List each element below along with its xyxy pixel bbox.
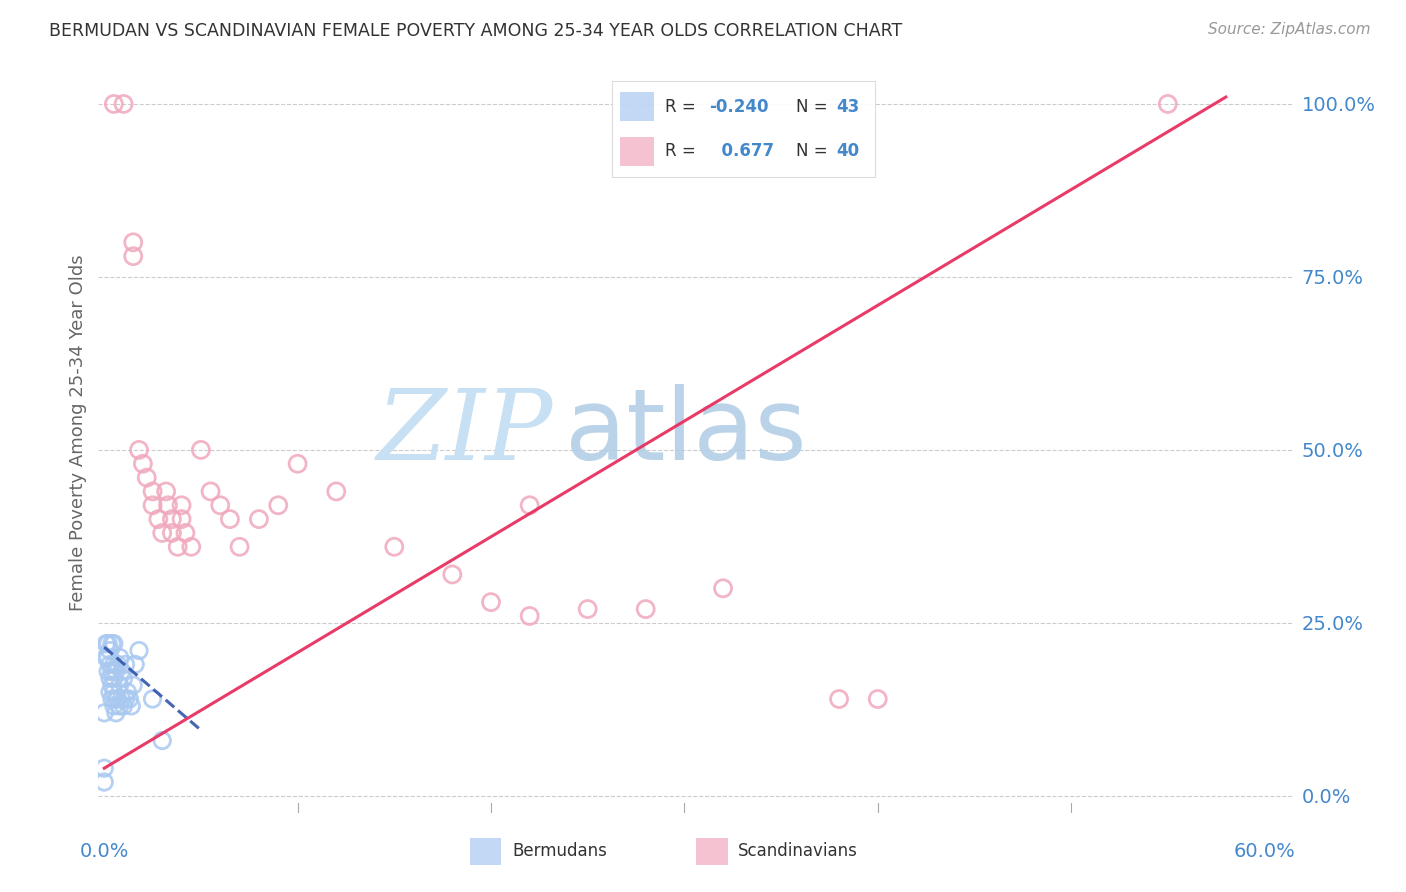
Point [155,484,177,499]
Text: 0.0%: 0.0% [80,842,129,861]
Point [132,457,155,471]
Point [142,484,165,499]
Text: ZIP: ZIP [377,385,553,480]
Point [160,525,183,540]
Point [247,512,270,526]
Point [114,692,136,706]
Point [122,678,145,692]
Point [576,602,599,616]
Point [111,692,134,706]
Point [114,657,136,672]
Point [93,706,115,720]
Point [441,567,464,582]
Point [108,698,131,713]
Point [98,657,121,672]
Point [96,650,118,665]
Point [325,484,347,499]
Point [97,637,120,651]
Text: atlas: atlas [565,384,806,481]
Point [634,602,657,616]
Point [170,512,193,526]
Point [103,657,125,672]
Point [228,540,250,554]
Point [150,733,173,747]
Point [101,678,124,692]
Point [98,685,121,699]
Point [160,512,183,526]
Point [287,457,309,471]
Point [108,678,131,692]
Point [107,657,129,672]
Point [124,657,146,672]
Point [120,698,142,713]
Point [101,637,124,651]
Point [97,665,120,679]
Point [104,706,127,720]
Point [96,637,118,651]
Point [519,498,541,512]
Point [200,484,222,499]
Point [112,698,135,713]
Point [866,692,889,706]
Point [103,698,125,713]
Point [157,498,180,512]
Text: BERMUDAN VS SCANDINAVIAN FEMALE POVERTY AMONG 25-34 YEAR OLDS CORRELATION CHART: BERMUDAN VS SCANDINAVIAN FEMALE POVERTY … [49,22,903,40]
Point [93,775,115,789]
Point [103,97,125,112]
Point [101,665,124,679]
Point [148,512,170,526]
Point [267,498,290,512]
Point [107,692,129,706]
Point [382,540,405,554]
Point [117,685,139,699]
Point [190,442,212,457]
Point [150,525,173,540]
Point [98,643,121,657]
Point [112,671,135,685]
Point [711,582,734,596]
Y-axis label: Female Poverty Among 25-34 Year Olds: Female Poverty Among 25-34 Year Olds [69,254,87,611]
Point [103,637,125,651]
Point [135,470,157,484]
Point [170,498,193,512]
Point [104,692,127,706]
Point [122,249,145,263]
Point [128,442,150,457]
Point [828,692,851,706]
Text: 60.0%: 60.0% [1233,842,1295,861]
Point [122,235,145,250]
Point [97,650,120,665]
Point [166,540,188,554]
Point [104,665,127,679]
Point [519,609,541,624]
Point [142,692,165,706]
Point [98,671,121,685]
Point [128,643,150,657]
Point [1157,97,1180,112]
Point [142,498,165,512]
Point [93,761,115,775]
Text: Source: ZipAtlas.com: Source: ZipAtlas.com [1208,22,1371,37]
Point [103,671,125,685]
Point [103,685,125,699]
Point [111,665,134,679]
Point [209,498,232,512]
Point [108,650,131,665]
Point [180,540,202,554]
Point [479,595,502,609]
Point [118,692,141,706]
Point [101,692,124,706]
Point [112,97,135,112]
Point [219,512,242,526]
Point [174,525,197,540]
